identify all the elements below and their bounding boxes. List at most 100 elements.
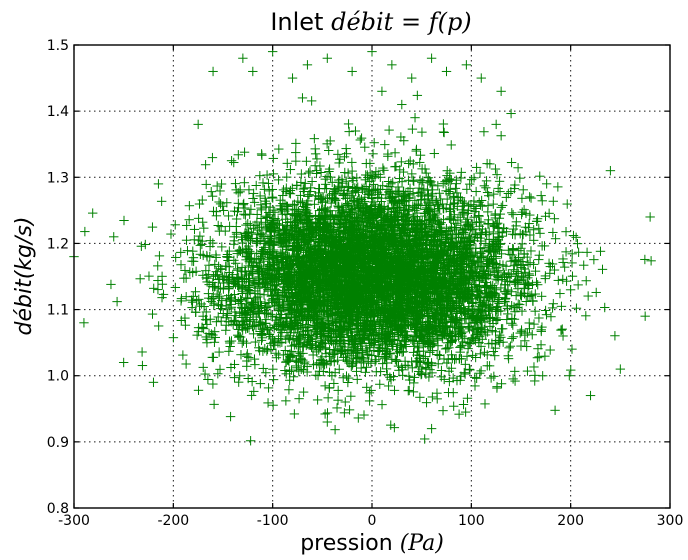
scatter-point [515,173,525,183]
scatter-point [170,252,181,263]
scatter-point [316,167,326,178]
scatter-point [421,397,432,408]
scatter-point [268,400,278,410]
scatter-point [573,247,584,257]
scatter-point [506,157,517,168]
scatter-point [415,150,426,160]
scatter-point [224,336,235,346]
scatter-point [301,156,312,166]
scatter-point [419,434,430,444]
scatter-point [244,185,254,195]
scatter-point [170,282,181,293]
scatter-point [360,142,370,152]
chart-title: Inlet débit = f(p) [270,8,471,36]
scatter-point [320,409,330,419]
scatter-point [444,213,455,224]
scatter-point [388,177,398,188]
scatter-point [359,410,369,420]
scatter-point [646,256,656,266]
scatter-point [294,393,304,404]
scatter-point [268,169,279,179]
scatter-point [135,274,145,284]
scatter-point [310,149,321,159]
scatter-point [357,345,368,356]
scatter-point [153,284,163,295]
scatter-point [561,227,571,237]
scatter-point [549,214,560,224]
scatter-point [378,163,388,173]
scatter-point [410,112,420,123]
scatter-point [329,378,339,389]
scatter-point [197,217,208,227]
scatter-point [166,229,176,239]
scatter-point [320,179,331,190]
scatter-point [360,367,371,378]
scatter-point [307,176,317,187]
scatter-point [242,361,252,372]
scatter-point [263,383,274,393]
scatter-point [421,168,431,178]
scatter-point [451,178,462,189]
scatter-point [510,366,520,377]
scatter-point [597,264,608,275]
scatter-point [464,364,475,375]
scatter-point [320,381,330,391]
scatter-point [233,377,244,387]
scatter-point [200,160,211,170]
scatter-point [446,140,456,150]
scatter-point [217,201,228,211]
scatter-point [521,208,531,219]
scatter-point [379,353,390,364]
scatter-point [508,320,518,330]
scatter-points [69,46,656,446]
scatter-point [530,376,540,386]
scatter-point [535,171,545,181]
scatter-point [567,249,577,259]
scatter-point [289,409,300,419]
scatter-point [147,309,158,319]
scatter-point [610,331,620,341]
scatter-point [229,157,239,168]
scatter-point [548,196,559,206]
scatter-point [471,162,482,173]
scatter-point [532,280,543,290]
scatter-point [583,291,593,301]
scatter-point [144,271,154,281]
scatter-point [530,306,540,316]
scatter-point [309,133,320,144]
scatter-point [526,193,536,203]
scatter-point [408,387,419,397]
scatter-point [564,371,575,381]
scatter-point [591,287,601,298]
scatter-point [346,391,356,401]
scatter-point [460,369,470,379]
scatter-point [217,242,227,252]
scatter-point [282,172,292,182]
scatter-point [259,184,270,195]
scatter-point [528,225,539,235]
scatter-point [334,158,344,168]
scatter-point [548,299,559,309]
scatter-point [343,377,353,388]
scatter-point [332,403,342,413]
scatter-point [311,370,321,380]
scatter-point [153,321,164,331]
scatter-point [206,186,216,197]
scatter-point [415,392,425,402]
scatter-point [225,411,236,422]
scatter-point [190,307,201,317]
scatter-point [581,311,591,321]
scatter-point [377,181,388,191]
scatter-point [501,192,512,203]
scatter-point [433,181,443,191]
scatter-point [222,308,233,319]
scatter-point [404,385,414,396]
scatter-point [281,396,291,406]
scatter-point [396,157,407,167]
scatter-point [534,223,544,234]
scatter-point [176,260,186,270]
scatter-point [207,152,218,163]
scatter-point [351,366,362,377]
scatter-point [324,145,334,156]
scatter-point [214,197,224,207]
